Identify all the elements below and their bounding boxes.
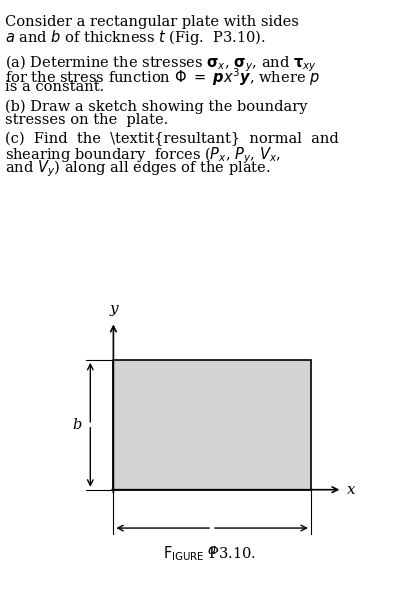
Text: y: y	[109, 301, 118, 316]
Text: (b) Draw a sketch showing the boundary: (b) Draw a sketch showing the boundary	[5, 99, 308, 113]
Text: $a$ and $b$ of thickness $t$ (Fig.  P3.10).: $a$ and $b$ of thickness $t$ (Fig. P3.10…	[5, 28, 266, 47]
Text: x: x	[346, 483, 355, 497]
Text: is a constant.: is a constant.	[5, 80, 105, 94]
Text: a: a	[208, 543, 216, 557]
Text: (a) Determine the stresses $\mathbf{\sigma}_x$, $\mathbf{\sigma}_y$, and $\mathb: (a) Determine the stresses $\mathbf{\sig…	[5, 53, 318, 74]
Text: shearing boundary  forces ($\boldsymbol{P_x}$, $\boldsymbol{P_y}$, $\boldsymbol{: shearing boundary forces ($\boldsymbol{P…	[5, 145, 281, 166]
Text: Consider a rectangular plate with sides: Consider a rectangular plate with sides	[5, 15, 299, 29]
Text: (c)  Find  the  \textit{resultant}  normal  and: (c) Find the \textit{resultant} normal a…	[5, 132, 339, 146]
Text: for the stress function $\Phi$ $=$ $\boldsymbol{px^3y}$, where $p$: for the stress function $\Phi$ $=$ $\bol…	[5, 67, 320, 88]
Text: b: b	[73, 418, 82, 432]
Text: stresses on the  plate.: stresses on the plate.	[5, 113, 169, 127]
Text: $\mathrm{F}_{\mathrm{IGURE}}$ P3.10.: $\mathrm{F}_{\mathrm{IGURE}}$ P3.10.	[163, 545, 257, 563]
FancyBboxPatch shape	[113, 360, 311, 490]
Text: and $\boldsymbol{V_y}$) along all edges of the plate.: and $\boldsymbol{V_y}$) along all edges …	[5, 159, 271, 179]
